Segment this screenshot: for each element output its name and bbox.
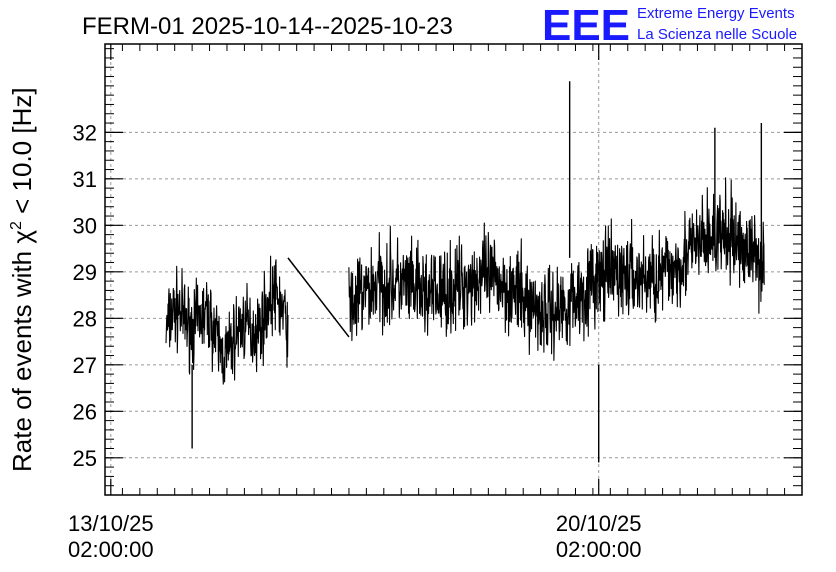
y-axis-label-sup: 2 [8, 221, 25, 230]
y-tick-label: 30 [73, 213, 97, 238]
eee-logo-mark: EEE [542, 1, 630, 50]
plot-frame [104, 43, 803, 496]
x-tick-label-date: 13/10/25 [68, 511, 154, 536]
grid [105, 44, 802, 495]
y-tick-label: 31 [73, 167, 97, 192]
chart-title: FERM-01 2025-10-14--2025-10-23 [82, 13, 453, 40]
x-tick-label-date: 20/10/25 [556, 511, 642, 536]
y-tick-label: 26 [73, 399, 97, 424]
ticks [104, 44, 803, 496]
series-layer [165, 81, 765, 463]
x-tick-label-time: 02:00:00 [556, 537, 642, 562]
y-axis-label-prefix: Rate of events with χ [7, 230, 37, 472]
eee-logo: EEE Extreme Energy Events La Scienza nel… [542, 1, 797, 50]
y-axis-label: Rate of events with χ2 < 10.0 [Hz] [7, 87, 37, 472]
y-tick-label: 28 [73, 306, 97, 331]
y-axis-label-suffix: < 10.0 [Hz] [7, 87, 37, 221]
logo-line-1: Extreme Energy Events [637, 5, 795, 22]
logo-line-2: La Scienza nelle Scuole [637, 26, 797, 43]
y-tick-label: 25 [73, 446, 97, 471]
gap-connector-line [287, 257, 350, 338]
y-tick-label: 29 [73, 260, 97, 285]
y-tick-labels: 25 26 27 28 29 30 31 32 [73, 120, 97, 470]
series-line [165, 177, 765, 385]
y-tick-label: 32 [73, 120, 97, 145]
x-tick-label-time: 02:00:00 [68, 537, 154, 562]
y-tick-label: 27 [73, 353, 97, 378]
